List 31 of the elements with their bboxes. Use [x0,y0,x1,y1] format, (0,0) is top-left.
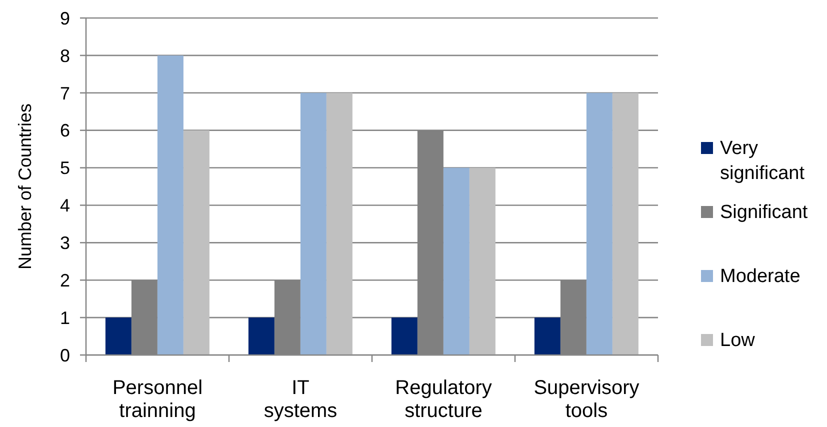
y-tick-label: 4 [60,196,70,216]
bar [443,168,470,355]
y-tick-label: 6 [60,120,70,141]
bar [248,318,274,355]
x-tick-label: Regulatory structure [395,377,492,422]
bar [586,92,612,355]
y-tick-label: 7 [60,83,70,104]
bar [326,92,352,355]
y-tick-label: 9 [60,8,70,28]
x-tick-label: Personnel trainning [112,377,203,422]
legend-label: Moderate [720,265,802,289]
bar [157,55,184,355]
bar [534,318,560,355]
legend-label: Significant [720,201,809,225]
bar [300,92,326,355]
x-tick-label: IT systems [264,377,338,422]
legend-label: Very significant [720,137,806,186]
y-tick-label: 1 [60,308,70,328]
x-tick-label: Supervisory tools [534,377,640,422]
bar [469,168,496,355]
y-tick-label: 3 [60,233,70,254]
bar [612,92,638,355]
y-tick-label: 5 [60,158,70,178]
y-axis-title: Number of Countries [15,103,35,270]
y-tick-label: 0 [60,345,70,366]
y-tick-label: 8 [60,46,70,66]
bar [391,318,418,355]
y-tick-label: 2 [60,270,70,290]
bar [105,318,132,355]
bar [183,130,210,355]
legend-label: Low [720,329,756,353]
